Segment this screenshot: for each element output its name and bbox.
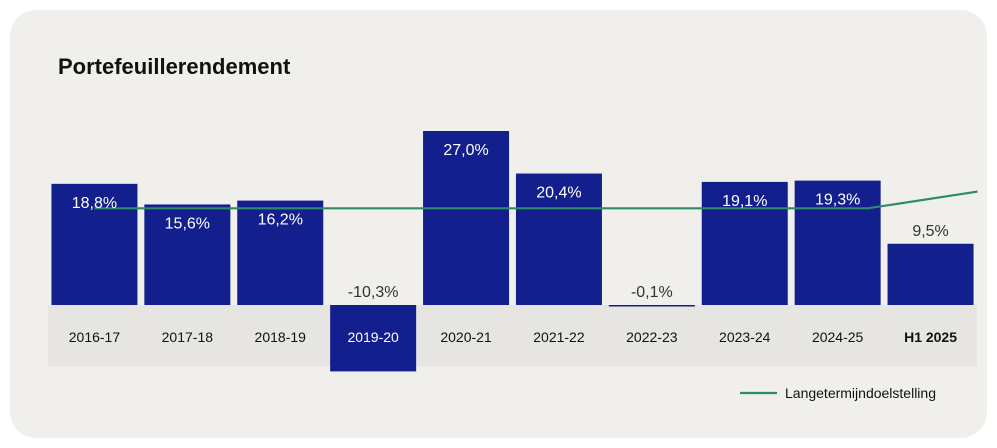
- value-label-2018-19: 16,2%: [258, 212, 303, 229]
- bar-2016-17: [51, 183, 138, 305]
- tick-label-2021-22: 2021-22: [533, 329, 585, 345]
- bar-2019-20: [330, 305, 417, 372]
- tick-label-H1 2025: H1 2025: [904, 329, 957, 345]
- bar-2022-23: [608, 305, 695, 307]
- value-label-2024-25: 19,3%: [815, 192, 860, 209]
- value-label-2020-21: 27,0%: [443, 142, 488, 159]
- tick-label-2018-19: 2018-19: [255, 329, 307, 345]
- tick-label-2022-23: 2022-23: [626, 329, 678, 345]
- value-label-2021-22: 20,4%: [536, 185, 581, 202]
- bar-2024-25: [794, 180, 881, 305]
- chart-title: Portefeuillerendement: [58, 54, 291, 79]
- series-line-langetermijndoelstelling: [94, 190, 978, 210]
- bar-2020-21: [423, 131, 510, 305]
- tick-label-2016-17: 2016-17: [69, 329, 121, 345]
- tick-label-2024-25: 2024-25: [812, 329, 864, 345]
- axis-band: [48, 305, 977, 366]
- bar-H1 2025: [887, 243, 974, 305]
- value-label-2016-17: 18,8%: [72, 195, 117, 212]
- tick-label-2020-21: 2020-21: [440, 329, 492, 345]
- value-label-2019-20: -10,3%: [348, 284, 399, 301]
- bar-2023-24: [701, 181, 788, 305]
- value-label-2017-18: 15,6%: [165, 215, 210, 232]
- bar-2021-22: [515, 173, 602, 305]
- bar-2017-18: [144, 204, 231, 305]
- bar-2018-19: [237, 200, 324, 305]
- value-label-2022-23: -0,1%: [631, 284, 673, 301]
- value-label-2023-24: 19,1%: [722, 193, 767, 210]
- value-label-H1 2025: 9,5%: [912, 223, 948, 240]
- legend-label: Langetermijndoelstelling: [785, 385, 936, 401]
- tick-label-2023-24: 2023-24: [719, 329, 771, 345]
- tick-label-2019-20: 2019-20: [347, 329, 399, 345]
- tick-label-2017-18: 2017-18: [162, 329, 214, 345]
